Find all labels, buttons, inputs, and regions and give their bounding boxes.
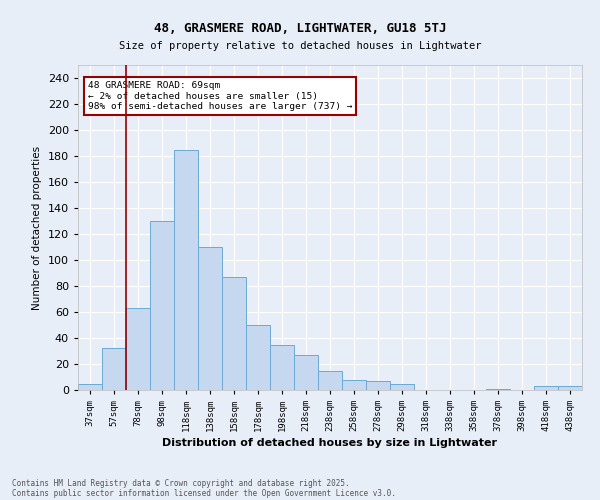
Bar <box>390 384 414 390</box>
Bar <box>486 388 510 390</box>
Text: 48, GRASMERE ROAD, LIGHTWATER, GU18 5TJ: 48, GRASMERE ROAD, LIGHTWATER, GU18 5TJ <box>154 22 446 36</box>
Bar <box>246 325 270 390</box>
Bar <box>102 348 126 390</box>
Bar <box>342 380 366 390</box>
Bar <box>198 247 222 390</box>
Bar <box>558 386 582 390</box>
Bar <box>534 386 558 390</box>
Bar <box>78 384 102 390</box>
Bar <box>222 277 246 390</box>
Bar <box>318 370 342 390</box>
Y-axis label: Number of detached properties: Number of detached properties <box>32 146 42 310</box>
Text: 48 GRASMERE ROAD: 69sqm
← 2% of detached houses are smaller (15)
98% of semi-det: 48 GRASMERE ROAD: 69sqm ← 2% of detached… <box>88 81 353 111</box>
Bar <box>126 308 150 390</box>
Bar <box>294 355 318 390</box>
Bar <box>174 150 198 390</box>
Bar <box>150 221 174 390</box>
X-axis label: Distribution of detached houses by size in Lightwater: Distribution of detached houses by size … <box>163 438 497 448</box>
Text: Size of property relative to detached houses in Lightwater: Size of property relative to detached ho… <box>119 41 481 51</box>
Bar <box>270 344 294 390</box>
Text: Contains public sector information licensed under the Open Government Licence v3: Contains public sector information licen… <box>12 488 396 498</box>
Text: Contains HM Land Registry data © Crown copyright and database right 2025.: Contains HM Land Registry data © Crown c… <box>12 478 350 488</box>
Bar <box>366 381 390 390</box>
